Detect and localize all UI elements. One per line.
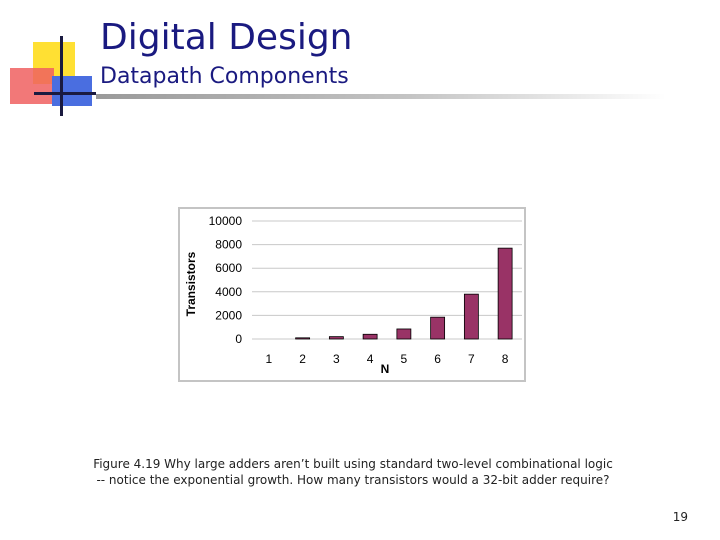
x-tick-labels: 1 2 3 4 5 6 7 8	[266, 352, 509, 366]
logo-horizontal-line	[34, 92, 96, 95]
title-divider	[96, 94, 666, 99]
x-tick-label: 6	[434, 352, 441, 366]
bar-n-8	[497, 247, 513, 340]
y-tick-label: 0	[235, 332, 242, 346]
slide-subtitle: Datapath Components	[100, 64, 349, 89]
y-tick-label: 2000	[215, 308, 242, 322]
chart-bars	[295, 247, 513, 340]
bar-n-5	[396, 328, 412, 340]
x-tick-label: 2	[299, 352, 306, 366]
y-tick-label: 8000	[215, 238, 242, 252]
y-tick-labels: 10000 8000 6000 4000 2000 0	[209, 214, 243, 346]
bar-n-4	[362, 333, 378, 340]
y-tick-label: 4000	[215, 285, 242, 299]
x-tick-label: 1	[266, 352, 273, 366]
y-tick-label: 6000	[215, 261, 242, 275]
transistor-chart: 10000 8000 6000 4000 2000 0 1 2 3 4 5 6 7 8 Transist…	[184, 214, 522, 376]
page-number: 19	[672, 510, 688, 524]
x-tick-label: 3	[333, 352, 340, 366]
bar-n-7	[463, 293, 479, 340]
slide-title: Digital Design	[100, 17, 353, 58]
y-axis-label: Transistors	[184, 251, 198, 316]
bar-n-2	[295, 337, 311, 340]
bar-n-6	[430, 316, 446, 340]
logo-blue-square	[52, 76, 92, 106]
bar-n-3	[328, 336, 344, 340]
logo-red-square	[10, 68, 54, 104]
x-axis-label: N	[381, 362, 390, 376]
logo-vertical-line	[60, 36, 63, 116]
x-tick-label: 7	[468, 352, 475, 366]
figure-caption: Figure 4.19 Why large adders aren’t buil…	[93, 457, 613, 487]
chart-frame: 10000 8000 6000 4000 2000 0 1 2 3 4 5 6 7 8 Transist…	[178, 207, 526, 382]
y-tick-label: 10000	[209, 214, 243, 228]
x-tick-label: 5	[401, 352, 408, 366]
x-tick-label: 4	[367, 352, 374, 366]
chart-grid	[252, 220, 522, 340]
logo	[0, 0, 100, 120]
x-tick-label: 8	[502, 352, 509, 366]
